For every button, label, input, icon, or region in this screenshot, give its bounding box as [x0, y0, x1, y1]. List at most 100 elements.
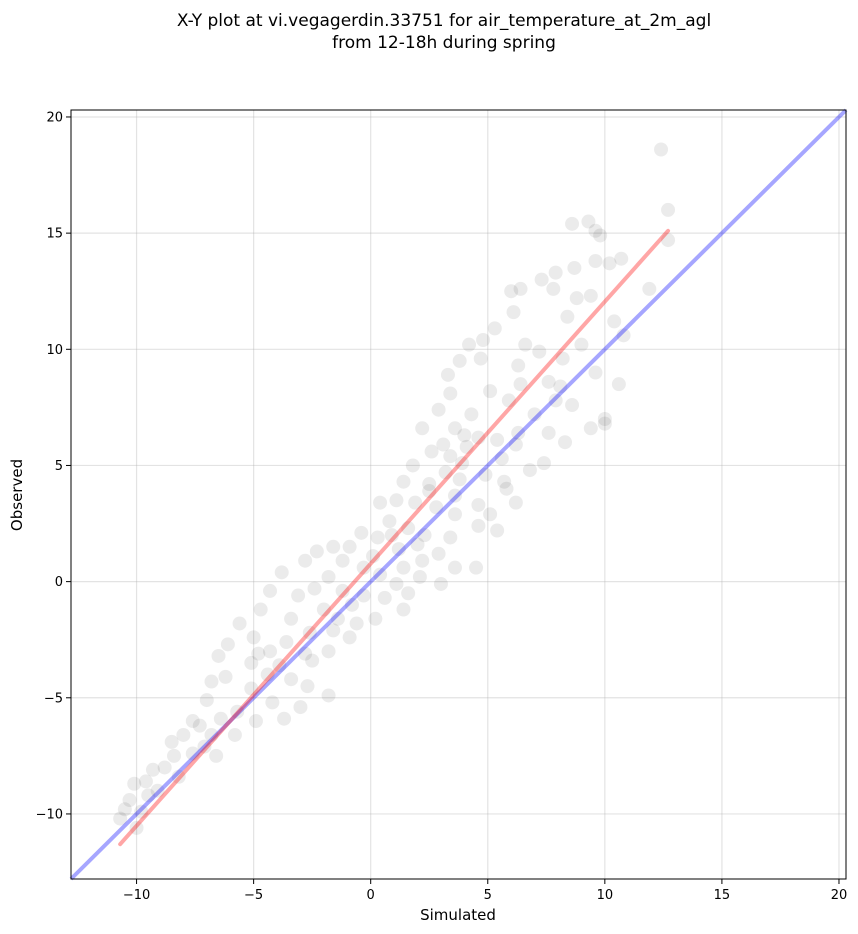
data-point: [127, 776, 142, 791]
data-point: [279, 635, 294, 650]
data-point: [213, 711, 228, 726]
data-point: [244, 681, 259, 696]
data-point: [462, 337, 477, 352]
data-point: [408, 495, 423, 510]
data-point: [199, 693, 214, 708]
data-point: [373, 567, 388, 582]
data-point: [436, 437, 451, 452]
data-point: [244, 655, 259, 670]
data-point: [401, 586, 416, 601]
data-point: [567, 260, 582, 275]
data-point: [209, 748, 224, 763]
data-point: [513, 377, 528, 392]
data-point: [607, 314, 622, 329]
one-to-one-line: [69, 108, 848, 881]
data-point: [356, 560, 371, 575]
data-point: [574, 337, 589, 352]
data-point: [593, 228, 608, 243]
y-axis-ticks: −10 −5 0 5 10 15 20: [36, 110, 71, 822]
data-point: [483, 384, 498, 399]
data-point: [471, 497, 486, 512]
data-point: [558, 435, 573, 450]
data-point: [560, 309, 575, 324]
data-point: [471, 518, 486, 533]
x-tick-label: 20: [831, 888, 848, 903]
data-point: [265, 695, 280, 710]
data-point: [293, 700, 308, 715]
data-point: [192, 718, 207, 733]
y-tick-label: −5: [44, 691, 63, 706]
data-point: [335, 553, 350, 568]
data-point: [396, 560, 411, 575]
data-point: [555, 351, 570, 366]
data-point: [494, 451, 509, 466]
data-point: [298, 646, 313, 661]
data-point: [490, 523, 505, 538]
data-point: [661, 202, 676, 217]
data-point: [429, 500, 444, 515]
x-tick-label: 15: [714, 888, 731, 903]
data-point: [227, 727, 242, 742]
data-point: [501, 393, 516, 408]
data-point: [588, 254, 603, 269]
data-point: [232, 616, 247, 631]
data-point: [368, 611, 383, 626]
data-point: [307, 581, 322, 596]
y-axis-label: Observed: [8, 459, 26, 531]
data-point: [326, 623, 341, 638]
data-point: [251, 646, 266, 661]
data-point: [469, 560, 484, 575]
data-point: [145, 762, 160, 777]
data-point: [309, 544, 324, 559]
x-axis-label: Simulated: [420, 906, 496, 924]
y-tick-label: 15: [46, 227, 63, 242]
data-point: [122, 793, 137, 808]
data-point: [588, 365, 603, 380]
data-point: [511, 358, 526, 373]
data-point: [321, 569, 336, 584]
data-point: [440, 367, 455, 382]
chart-title: X-Y plot at vi.vegagerdin.33751 for air_…: [177, 11, 711, 31]
data-point: [476, 333, 491, 348]
data-point: [583, 288, 598, 303]
data-point: [504, 284, 519, 299]
data-point: [553, 379, 568, 394]
data-point: [197, 739, 212, 754]
data-point: [447, 488, 462, 503]
data-point: [443, 449, 458, 464]
data-point: [616, 328, 631, 343]
data-point: [291, 588, 306, 603]
data-point: [382, 514, 397, 529]
data-point: [218, 669, 233, 684]
data-point: [447, 560, 462, 575]
data-point: [167, 748, 182, 763]
data-point: [459, 439, 474, 454]
data-point: [541, 374, 556, 389]
data-point: [642, 281, 657, 296]
data-point: [447, 507, 462, 522]
data-point: [396, 602, 411, 617]
data-point: [248, 714, 263, 729]
data-point: [391, 542, 406, 557]
data-point: [396, 474, 411, 489]
data-point: [522, 463, 537, 478]
fit-lines: [69, 108, 848, 881]
data-point: [263, 583, 278, 598]
data-point: [424, 444, 439, 459]
x-tick-label: −10: [123, 888, 150, 903]
data-point: [389, 493, 404, 508]
data-point: [443, 386, 458, 401]
data-point: [513, 281, 528, 296]
data-point: [272, 658, 287, 673]
y-tick-label: 5: [55, 459, 63, 474]
data-point: [274, 565, 289, 580]
x-axis-ticks: −10 −5 0 5 10 15 20: [123, 879, 847, 903]
data-point: [370, 530, 385, 545]
data-point: [415, 421, 430, 436]
data-point: [506, 305, 521, 320]
data-point: [204, 674, 219, 689]
data-point: [546, 281, 561, 296]
data-point: [260, 667, 275, 682]
data-point: [330, 611, 345, 626]
